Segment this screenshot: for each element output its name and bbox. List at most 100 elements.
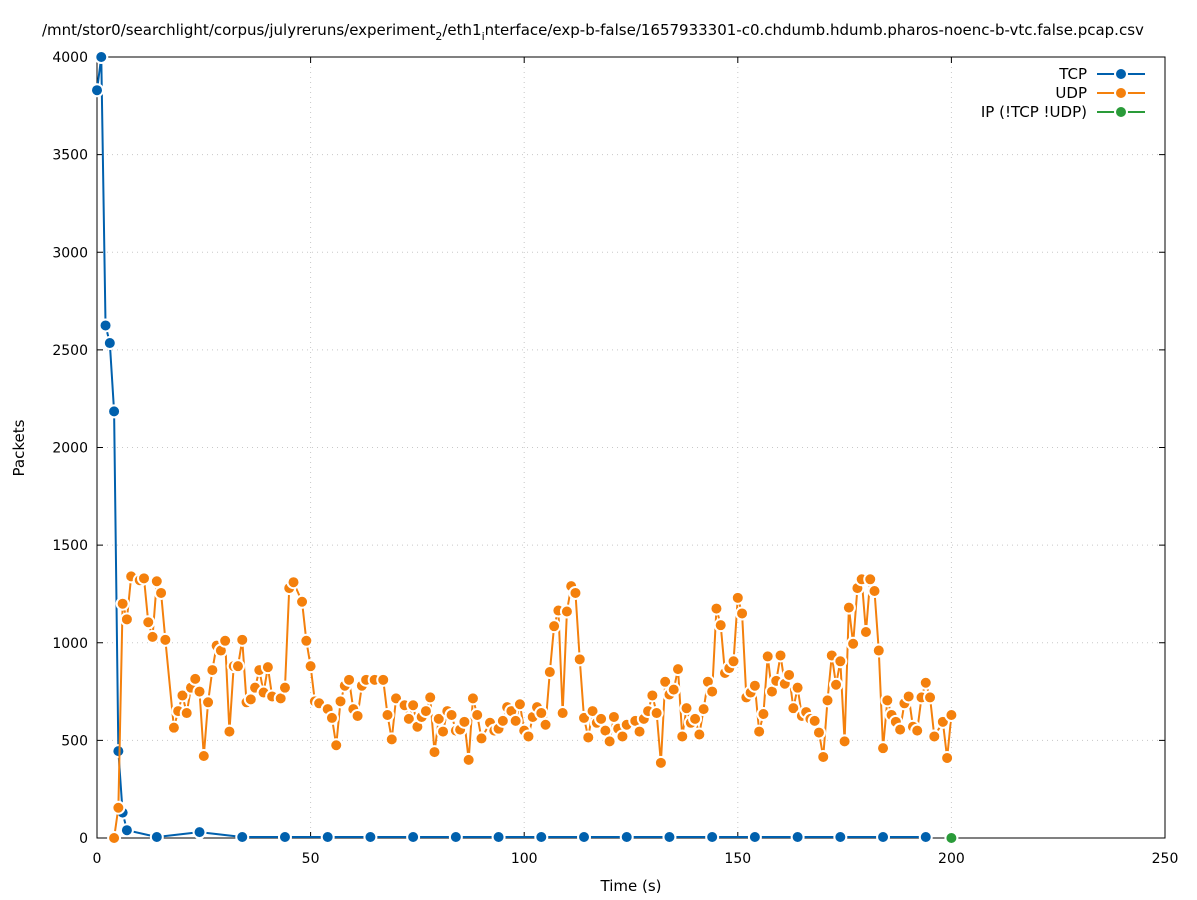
data-point-udp — [829, 677, 844, 692]
data-point-udp — [115, 596, 130, 611]
data-point-udp — [538, 717, 553, 732]
data-point-udp — [218, 633, 233, 648]
data-point-udp — [927, 729, 942, 744]
data-point-udp — [431, 711, 446, 726]
data-point-udp — [427, 745, 442, 760]
data-point-udp — [581, 730, 596, 745]
data-point-udp — [602, 734, 617, 749]
data-point-udp — [418, 704, 433, 719]
data-point-udp — [474, 731, 489, 746]
data-point-udp — [107, 831, 122, 845]
data-point-udp — [192, 684, 207, 699]
legend-label: IP (!TCP !UDP) — [981, 103, 1087, 121]
data-point-udp — [730, 590, 745, 605]
data-point-udp — [696, 702, 711, 717]
data-point-udp — [692, 727, 707, 742]
title-subscript-1: 2 — [435, 30, 442, 43]
x-tick-label: 100 — [511, 851, 538, 867]
data-point-udp — [585, 704, 600, 719]
x-tick-label: 50 — [302, 851, 320, 867]
data-point-udp — [324, 710, 339, 725]
y-tick-label: 1000 — [52, 636, 88, 652]
data-point-tcp — [363, 830, 378, 845]
y-tick-label: 3500 — [52, 148, 88, 164]
data-point-udp — [863, 572, 878, 587]
data-point-udp — [286, 575, 301, 590]
data-point-udp — [350, 708, 365, 723]
data-point-tcp — [320, 830, 335, 845]
data-point-tcp — [107, 404, 122, 419]
data-point-udp — [423, 690, 438, 705]
data-point-tcp — [747, 830, 762, 845]
legend-item-udp: UDP — [1055, 84, 1145, 102]
data-point-udp — [713, 618, 728, 633]
data-point-udp — [136, 571, 151, 586]
y-tick-label: 0 — [79, 831, 88, 847]
data-point-udp — [559, 604, 574, 619]
data-point-tcp — [491, 830, 506, 845]
y-axis-label: Packets — [10, 419, 28, 476]
data-point-udp — [841, 600, 856, 615]
data-point-udp — [747, 678, 762, 693]
data-point-udp — [179, 706, 194, 721]
legend-label: UDP — [1055, 84, 1087, 102]
data-point-tcp — [790, 830, 805, 845]
data-point-udp — [149, 574, 164, 589]
x-tick-label: 0 — [93, 851, 102, 867]
y-tick-label: 4000 — [52, 50, 88, 66]
data-point-tcp — [277, 830, 292, 845]
data-point-tcp — [918, 830, 933, 845]
data-point-udp — [470, 707, 485, 722]
data-point-udp — [782, 667, 797, 682]
data-point-udp — [111, 800, 126, 815]
data-point-udp — [141, 615, 156, 630]
data-point-tcp — [662, 830, 677, 845]
data-point-udp — [436, 724, 451, 739]
data-point-udp — [542, 665, 557, 680]
data-point-udp — [893, 722, 908, 737]
axes: 0 50 100 150 200 2500500100015002000250030003… — [52, 50, 1178, 867]
y-tick-label: 2000 — [52, 441, 88, 457]
legend-marker — [1114, 67, 1128, 81]
data-point-udp — [512, 697, 527, 712]
legend-marker — [1114, 86, 1128, 100]
data-point-udp — [752, 724, 767, 739]
data-point-udp — [495, 713, 510, 728]
data-point-udp — [871, 643, 886, 658]
data-point-udp — [675, 729, 690, 744]
data-point-udp — [205, 663, 220, 678]
data-point-udp — [508, 713, 523, 728]
data-point-udp — [880, 693, 895, 708]
data-point-udp — [572, 652, 587, 667]
data-point-udp — [384, 732, 399, 747]
data-point-udp — [145, 629, 160, 644]
data-point-tcp — [876, 830, 891, 845]
data-point-udp — [534, 706, 549, 721]
data-point-udp — [230, 659, 245, 674]
data-point-tcp — [102, 336, 117, 351]
data-point-udp — [235, 632, 250, 647]
data-point-udp — [940, 750, 955, 765]
data-point-udp — [876, 741, 891, 756]
data-point-tcp — [98, 318, 113, 333]
x-tick-label: 200 — [938, 851, 965, 867]
data-point-udp — [299, 633, 314, 648]
data-point-udp — [760, 649, 775, 664]
data-point-udp — [555, 706, 570, 721]
data-point-udp — [606, 709, 621, 724]
data-point-udp — [858, 625, 873, 640]
data-point-udp — [568, 585, 583, 600]
data-point-tcp — [119, 823, 134, 838]
data-point-tcp — [705, 830, 720, 845]
data-point-udp — [790, 680, 805, 695]
data-point-tcp — [235, 830, 250, 845]
data-point-udp — [380, 707, 395, 722]
data-point-udp — [329, 738, 344, 753]
x-tick-label: 250 — [1152, 851, 1179, 867]
data-point-udp — [521, 729, 536, 744]
data-point-udp — [444, 707, 459, 722]
data-point-udp — [295, 594, 310, 609]
data-point-udp — [816, 749, 831, 764]
